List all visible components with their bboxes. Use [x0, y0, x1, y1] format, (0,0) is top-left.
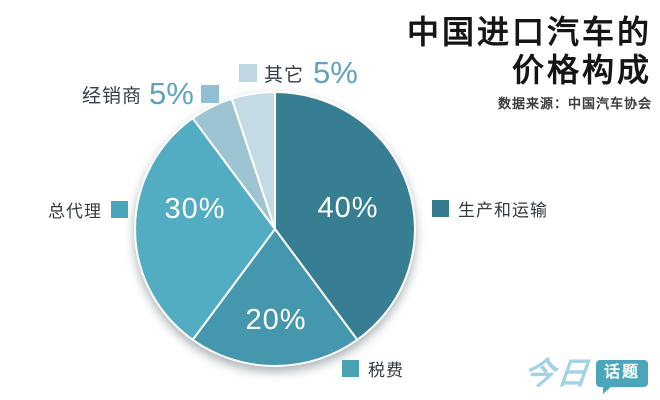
- legend-swatch-other: [239, 64, 257, 82]
- pie-slice-2-pct-label: 30%: [164, 193, 225, 225]
- callout-other-value: 5%: [313, 55, 358, 90]
- data-source: 数据来源：中国汽车协会: [497, 96, 652, 111]
- logo-huati-badge: 话题: [595, 360, 648, 394]
- pie-slice-0: [274, 91, 416, 341]
- legend-swatch-production-transport: [432, 200, 449, 217]
- pie-slice-1: [191, 228, 359, 367]
- pie-slice-1-pct-label: 20%: [245, 304, 306, 336]
- callout-other: 其它 5%: [239, 55, 360, 91]
- legend-swatch-general-agent: [111, 201, 128, 218]
- logo-jinri-text: 今日: [522, 356, 592, 391]
- callout-tax-label: 税费: [368, 361, 404, 380]
- pie-slice-2: [134, 117, 276, 341]
- chart-title: 中国进口汽车的 价格构成: [407, 13, 652, 89]
- pie-slice-4: [230, 90, 276, 230]
- pie-slice-0-pct-label: 40%: [317, 192, 378, 224]
- callout-tax: 税费: [342, 356, 404, 381]
- callout-general-agent-label: 总代理: [48, 202, 102, 221]
- callout-dealer-value: 5%: [149, 76, 194, 111]
- legend-swatch-tax: [342, 360, 359, 377]
- callout-production-transport: 生产和运输: [432, 196, 548, 221]
- callout-dealer-label: 经销商: [82, 85, 143, 107]
- callout-other-label: 其它: [264, 64, 305, 86]
- chart-title-line1: 中国进口汽车的: [406, 14, 652, 50]
- callout-dealer: 经销商 5%: [82, 76, 219, 112]
- brand-logo: 今日 话题: [522, 356, 648, 394]
- chart-title-line2: 价格构成: [511, 52, 652, 88]
- legend-swatch-dealer: [200, 85, 219, 103]
- callout-production-transport-label: 生产和运输: [458, 201, 548, 220]
- callout-general-agent: 总代理: [48, 197, 128, 222]
